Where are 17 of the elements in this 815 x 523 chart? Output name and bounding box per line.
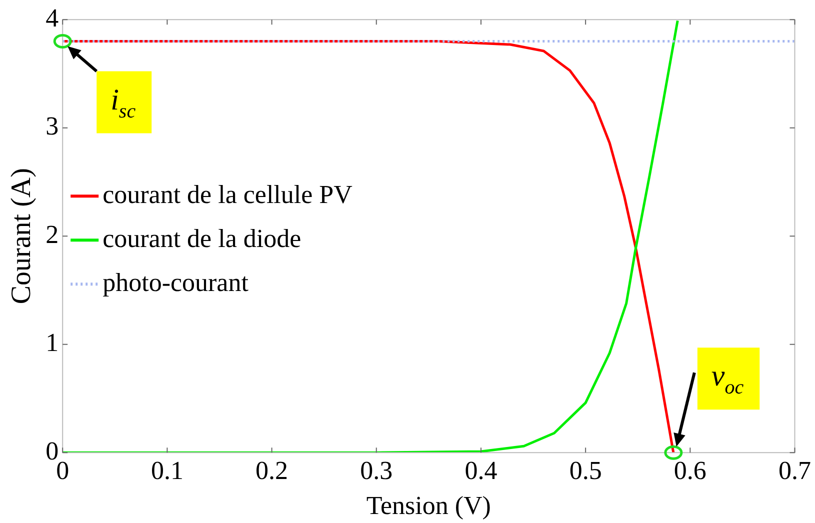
y-axis-title: Courant (A) <box>6 168 38 304</box>
legend-label: courant de la cellule PV <box>102 180 353 209</box>
x-tick-label: 0.3 <box>360 456 393 486</box>
y-tick-label: 0 <box>46 436 59 466</box>
x-tick-label: 0.5 <box>569 456 602 486</box>
y-tick-label: 2 <box>46 220 59 249</box>
legend-label: photo-courant <box>102 268 250 297</box>
y-tick-label: 1 <box>46 328 59 358</box>
y-tick-label: 4 <box>46 3 59 32</box>
x-tick-label: 0.7 <box>778 456 811 486</box>
y-tick-label: 3 <box>46 112 59 141</box>
x-axis-title: Tension (V) <box>366 491 491 520</box>
legend-label: courant de la diode <box>102 224 302 253</box>
x-tick-label: 0.2 <box>256 456 288 486</box>
x-tick-label: 0.1 <box>150 456 184 486</box>
x-tick-label: 0.6 <box>674 456 706 486</box>
x-tick-label: 0.4 <box>464 456 498 486</box>
